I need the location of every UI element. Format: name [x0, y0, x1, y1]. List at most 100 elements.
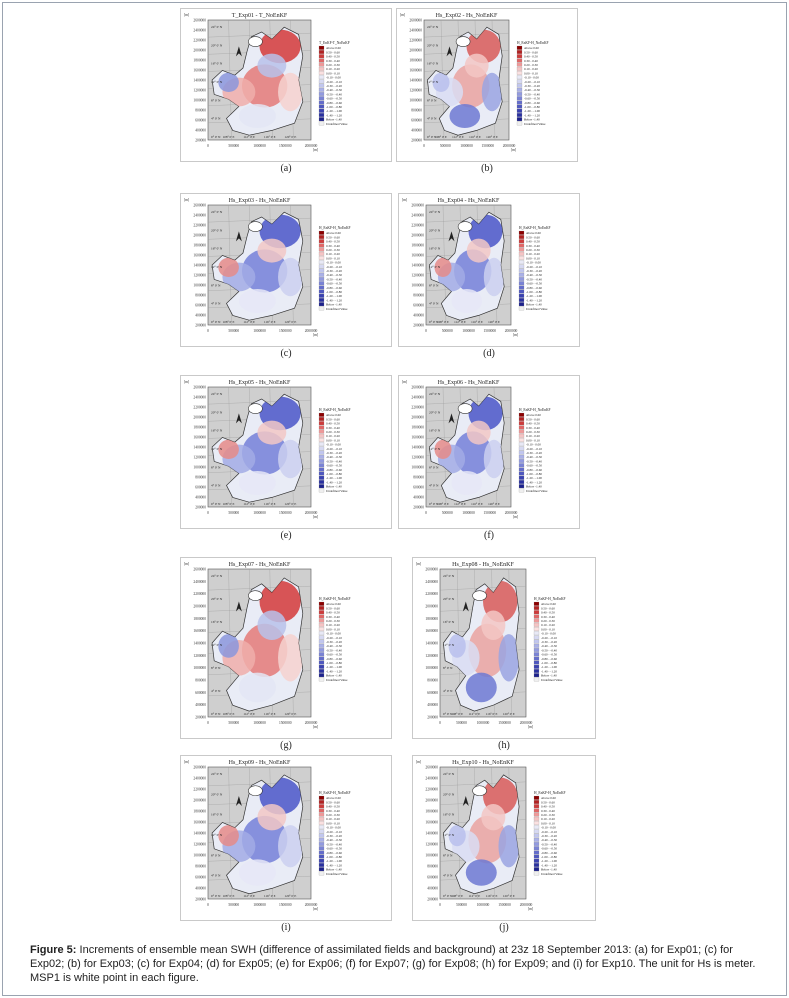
- y-tick-label: 400000: [427, 887, 438, 891]
- y-tick-label: 1800000: [411, 244, 424, 248]
- legend-entry: Below -1.40: [326, 868, 342, 872]
- y-tick-label: 1600000: [409, 69, 422, 73]
- y-tick-label: 2600000: [411, 204, 424, 208]
- map-svg: Hs_Exp09 - Hs_NoEnKF 2600000 2400000 220000…: [180, 755, 392, 921]
- legend-swatch: [518, 264, 525, 269]
- y-tick-label: 1200000: [425, 654, 438, 658]
- y-tick-label: 400000: [195, 703, 206, 707]
- x-tick-label: 0: [207, 903, 209, 907]
- x-tick-label: 1000000: [253, 721, 266, 725]
- legend-swatch: [318, 83, 325, 88]
- latitude-label: 24° 0' N: [429, 210, 441, 214]
- latitude-label: 20° 0' N: [211, 410, 223, 414]
- subfigure-label: (g): [280, 740, 292, 751]
- y-tick-label: 1600000: [425, 821, 438, 825]
- legend-entry: -0.10 - 0.00: [541, 632, 556, 636]
- latitude-label: 8° 0' N: [429, 283, 439, 287]
- latitude-label: 0° 0' N: [211, 894, 221, 898]
- y-tick-label: 1200000: [193, 654, 206, 658]
- legend-swatch: [516, 113, 523, 117]
- legend-swatch: [318, 96, 325, 101]
- y-tick-label: 1200000: [409, 89, 422, 93]
- legend-swatch: [318, 459, 325, 463]
- legend-entry: -0.60 - -0.50: [326, 97, 342, 101]
- y-tick-label: 2600000: [193, 386, 206, 390]
- legend-swatch: [318, 425, 325, 430]
- legend-entry: 0.40 - 0.50: [326, 422, 340, 426]
- legend-swatch: [533, 858, 540, 863]
- y-tick-label: 1400000: [425, 642, 438, 646]
- legend-swatch: [318, 858, 325, 863]
- x-tick-label: 0: [439, 721, 441, 725]
- legend-entry: 0.50 - 0.60: [541, 606, 555, 610]
- y-tick-label: 200000: [427, 716, 438, 720]
- legend-swatch: [318, 108, 325, 113]
- x-tick-label: 1500000: [483, 511, 496, 515]
- y-tick-label: 1600000: [193, 629, 206, 633]
- legend-swatch: [518, 298, 525, 302]
- legend-entry: Undefined Value: [326, 122, 348, 126]
- longitude-label: 116° 0' E: [264, 320, 276, 324]
- x-unit-label: [m]: [528, 907, 533, 911]
- legend-swatch: [318, 285, 325, 290]
- legend-entry: -0.50 - -0.40: [526, 459, 542, 463]
- x-tick-label: 2000000: [520, 721, 533, 725]
- y-tick-label: 1200000: [193, 89, 206, 93]
- map-svg: Hs_Exp10 - Hs_NoEnKF 2600000 2400000 220000…: [412, 755, 596, 921]
- latitude-label: 20° 0' N: [211, 597, 223, 601]
- legend-swatch: [318, 100, 325, 105]
- legend-swatch: [518, 488, 525, 493]
- legend-swatch: [533, 800, 540, 804]
- longitude-label: 120° 0' E: [486, 135, 498, 139]
- x-tick-label: 1000000: [253, 329, 266, 333]
- x-tick-label: 2000000: [305, 721, 318, 725]
- legend-entry: 0.40 - 0.50: [326, 240, 340, 244]
- x-tick-label: 1000000: [460, 144, 473, 148]
- legend-entry: -0.20 - -0.10: [326, 80, 342, 84]
- legend-entry: 0.30 - 0.40: [541, 809, 555, 813]
- latitude-label: 8° 0' N: [211, 853, 221, 857]
- y-tick-label: 2600000: [409, 19, 422, 23]
- legend-swatch: [533, 854, 540, 859]
- x-tick-label: 500000: [456, 721, 467, 725]
- y-tick-label: 600000: [427, 691, 438, 695]
- y-tick-label: 2000000: [411, 234, 424, 238]
- legend-entry: -0.40 - -0.30: [526, 273, 542, 277]
- legend-swatch: [533, 610, 540, 615]
- y-tick-label: 1200000: [411, 274, 424, 278]
- y-tick-label: 1800000: [193, 617, 206, 621]
- legend-swatch: [533, 867, 540, 872]
- legend-entry: -0.10 - 0.00: [326, 76, 341, 80]
- north-arrow-icon: [235, 231, 242, 242]
- y-tick-label: 2600000: [193, 19, 206, 23]
- legend-entry: 0.30 - 0.40: [541, 615, 555, 619]
- legend-swatch: [518, 450, 525, 455]
- y-tick-label: 600000: [195, 119, 206, 123]
- x-tick-label: 0: [425, 329, 427, 333]
- latitude-label: 16° 0' N: [211, 429, 223, 433]
- legend-entry: 0.20 - 0.30: [526, 430, 540, 434]
- legend-swatch: [318, 664, 325, 669]
- legend-entry: -0.80 - -0.60: [326, 851, 342, 855]
- legend-swatch: [533, 825, 540, 830]
- legend-swatch: [518, 272, 525, 277]
- legend-swatch: [318, 804, 325, 809]
- x-tick-label: 0: [207, 144, 209, 148]
- legend-entry: -0.60 - -0.50: [326, 653, 342, 657]
- latitude-label: 12° 0' N: [211, 833, 223, 837]
- x-tick-label: 500000: [228, 903, 239, 907]
- legend-swatch: [518, 412, 525, 417]
- y-tick-label: 800000: [427, 865, 438, 869]
- legend-swatch: [318, 277, 325, 281]
- legend-entry: 0.20 - 0.30: [326, 248, 340, 252]
- legend-swatch: [533, 842, 540, 846]
- x-unit-label: [m]: [528, 725, 533, 729]
- legend-entry: 0.40 - 0.50: [326, 611, 340, 615]
- legend-entry: -1.00 - -0.80: [526, 472, 542, 476]
- legend-entry: -0.80 - -0.60: [526, 468, 542, 472]
- panel-title: Hs_Exp07 - Hs_NoEnKF: [229, 562, 291, 568]
- y-unit-label: [m]: [184, 760, 189, 764]
- legend-entry: 0.50 - 0.60: [541, 800, 555, 804]
- map-panel-b: Hs_Exp02 - Hs_NoEnKF 2600000 2400000 220000…: [396, 8, 578, 176]
- legend-swatch: [318, 842, 325, 846]
